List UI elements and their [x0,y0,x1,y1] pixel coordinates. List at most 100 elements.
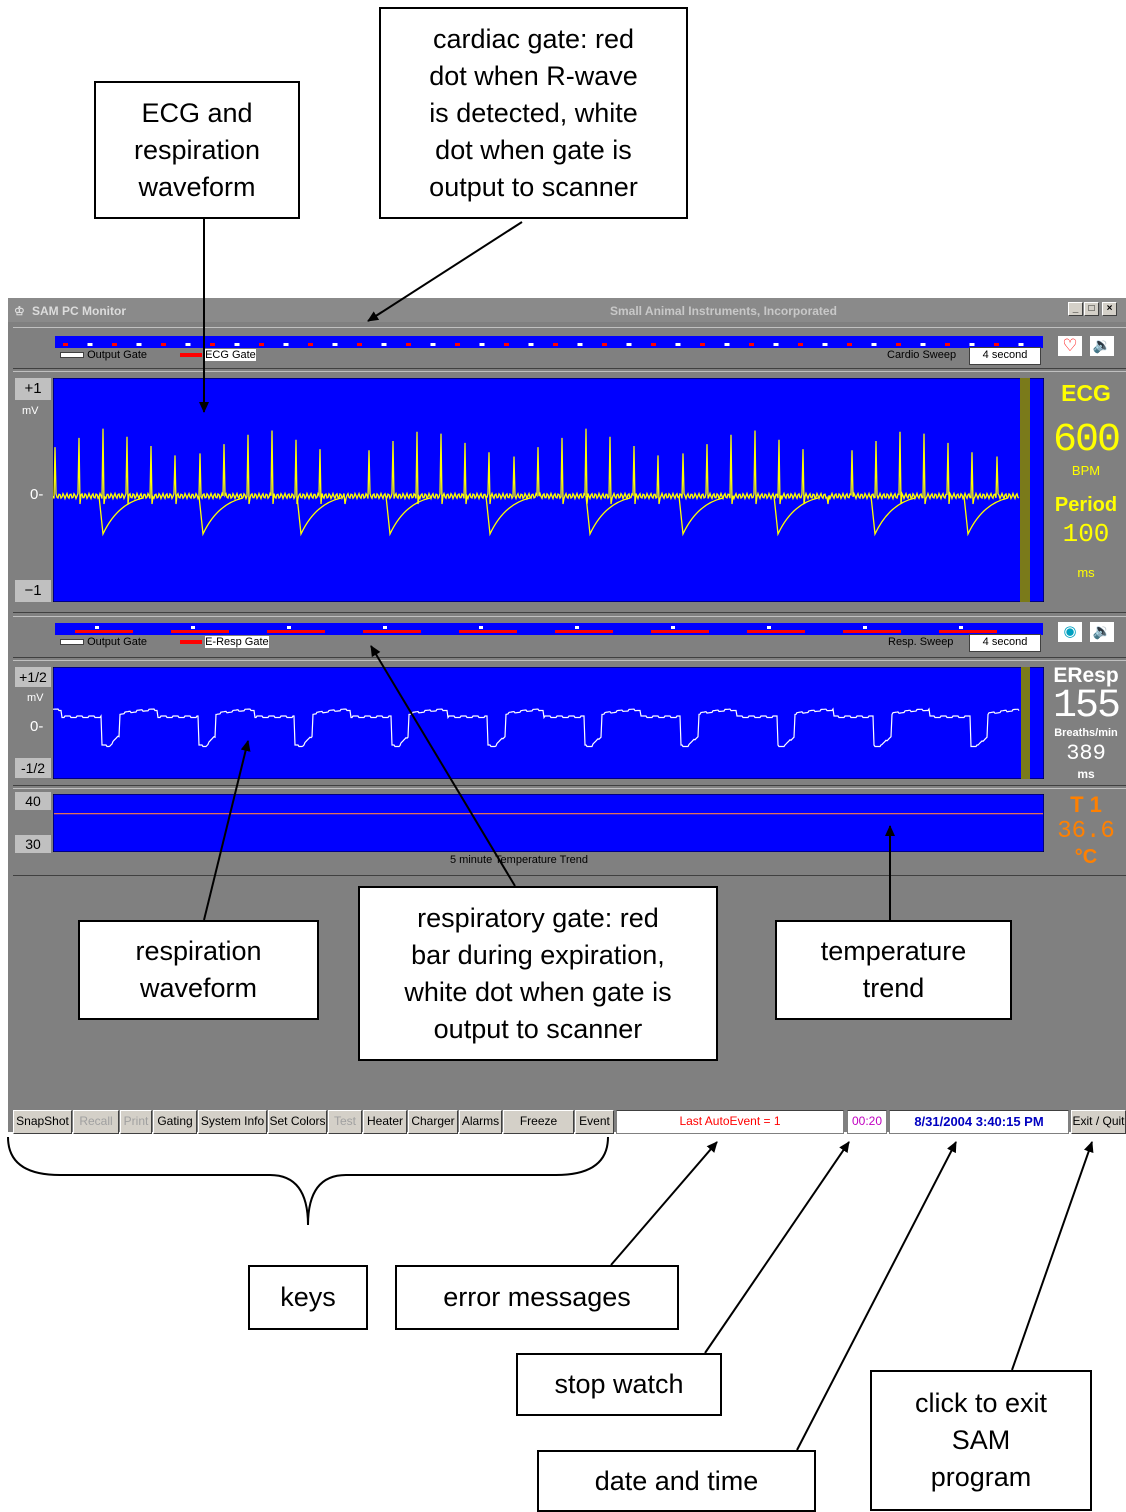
resp-waveform-plot [53,667,1044,779]
resp-scale-top: +1/2 [15,667,51,687]
test-button[interactable]: Test [328,1110,362,1134]
app-icon: ♔ [14,304,25,318]
cardio-sweep-select[interactable]: 4 second [969,347,1041,365]
cardiac-output-gate-legend: Output Gate [60,349,147,361]
callout-ecg-respiration-waveform: ECG and respiration waveform [94,81,300,219]
resp-scale-bottom: -1/2 [15,758,51,778]
cardiac-gate-mark [945,343,950,346]
ecg-scale-top: +1 [15,378,51,400]
ecg-period-label: Period [1054,494,1118,516]
callout-respiratory-gate: respiratory gate: red bar during expirat… [358,886,718,1061]
cardiac-gate-mark [651,343,656,346]
print-button[interactable]: Print [120,1110,152,1134]
recall-button[interactable]: Recall [73,1110,119,1134]
cardiac-output-gate-label: Output Gate [87,349,147,361]
resp-gate-bar [747,630,805,633]
callout-keys: keys [248,1265,368,1330]
resp-gate-bar [843,630,901,633]
resp-gate-bar [75,630,133,633]
lungs-icon[interactable]: ◉ [1058,622,1082,642]
cardiac-gate-panel [13,327,1126,369]
set-colors-button[interactable]: Set Colors [268,1110,327,1134]
ecg-dip [385,495,431,537]
freeze-button[interactable]: Freeze [503,1110,574,1134]
keys-brace [7,1136,609,1226]
cardiac-gate-mark [479,343,485,346]
ecg-period-unit: ms [1077,565,1095,580]
alarms-button[interactable]: Alarms [459,1110,502,1134]
resp-gate-bar [171,630,229,633]
resp-period-unit: ms [1077,767,1095,781]
callout-cardiac-gate: cardiac gate: red dot when R-wave is det… [379,7,688,219]
resp-output-dot [575,626,579,629]
cardiac-gate-mark [112,343,117,346]
exit-quit-button[interactable]: Exit / Quit [1071,1110,1126,1134]
ecg-gate-label: ECG Gate [205,349,256,361]
resp-output-dot [767,626,771,629]
charger-button[interactable]: Charger [408,1110,458,1134]
cardiac-gate-mark [773,343,779,346]
resp-output-dot [95,626,99,629]
arrow-date-time [796,1141,957,1451]
cardiac-gate-mark [87,343,93,346]
cardiac-gate-mark [455,343,460,346]
heater-button[interactable]: Heater [363,1110,407,1134]
stopwatch-display[interactable]: 00:20 [847,1110,887,1134]
gating-button[interactable]: Gating [153,1110,197,1134]
cardiac-gate-mark [969,343,975,346]
title-bar: ♔ SAM PC Monitor Small Animal Instrument… [8,298,1126,322]
output-gate-swatch [60,352,84,359]
cardiac-gate-mark [381,343,387,346]
snapshot-button[interactable]: SnapShot [13,1110,72,1134]
resp-trace [53,707,1020,748]
cardiac-gate-mark [357,343,362,346]
maximize-button[interactable]: □ [1084,302,1099,316]
cardiac-gate-mark [577,343,583,346]
close-button[interactable]: × [1102,302,1117,316]
cardiac-gate-mark [749,343,754,346]
error-message-field: Last AutoEvent = 1 [616,1110,844,1134]
cardiac-gate-strip [55,336,1043,348]
event-button[interactable]: Event [575,1110,614,1134]
cardiac-gate-mark [1018,343,1024,346]
arrow-error-messages [610,1141,718,1266]
cardiac-gate-mark [136,343,142,346]
cardiac-gate-mark [406,343,411,346]
cardiac-gate-mark [332,343,338,346]
cardiac-gate-mark [724,343,730,346]
cardiac-gate-mark [994,343,999,346]
resp-gate-bar [555,630,613,633]
temperature-trend-caption: 5 minute Temperature Trend [450,854,588,866]
datetime-display: 8/31/2004 3:40:15 PM [889,1110,1069,1134]
resp-title: EResp [1053,664,1119,687]
temperature-label: T 1 [1070,792,1102,817]
ecg-dip [870,495,916,537]
callout-error-messages: error messages [395,1265,679,1330]
ecg-title: ECG [1061,380,1111,406]
temp-scale-bottom: 30 [15,835,51,853]
ecg-dip [485,495,531,537]
system-info-button[interactable]: System Info [198,1110,267,1134]
cardiac-gate-mark [871,343,877,346]
resp-speaker-icon[interactable]: 🔉 [1090,622,1114,642]
temperature-unit: °C [1074,846,1098,868]
cardiac-gate-mark [161,343,166,346]
arrow-exit-program [1011,1141,1094,1371]
ecg-unit: mV [22,405,39,417]
ecg-scale-zero: 0- [30,486,44,503]
resp-rate-unit: Breaths/min [1054,727,1118,739]
cardiac-gate-mark [308,343,313,346]
ecg-trace [53,428,1020,505]
arrow-stop-watch [704,1141,850,1354]
ecg-scale-bottom: −1 [15,580,51,602]
ecg-dip [198,495,244,537]
ecg-dip [585,495,631,537]
cardiac-gate-mark [920,343,926,346]
heart-icon[interactable]: ♡ [1058,336,1082,356]
resp-sweep-select[interactable]: 4 second [969,634,1041,652]
resp-output-dot [959,626,963,629]
ecg-gate-swatch [180,353,202,358]
speaker-icon[interactable]: 🔉 [1090,336,1114,356]
minimize-button[interactable]: _ [1068,302,1083,316]
cardiac-gate-mark [504,343,509,346]
